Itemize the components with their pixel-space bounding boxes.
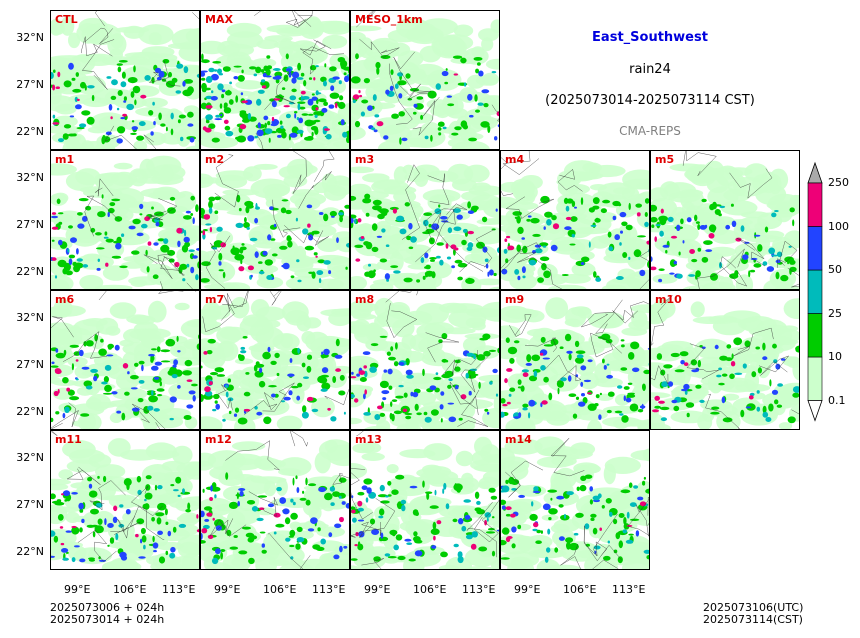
source-label: CMA-REPS	[619, 124, 681, 138]
panel-label: m3	[355, 153, 375, 166]
panel-m14: m14	[500, 430, 650, 570]
panel-m2: m2	[200, 150, 350, 290]
valid-cst: 2025073114(CST)	[703, 613, 803, 626]
panel-m3: m3	[350, 150, 500, 290]
lon-tick: 106°E	[413, 583, 447, 596]
panel-m8: m8	[350, 290, 500, 430]
colorbar-segment	[807, 313, 823, 358]
valid-utc: 2025073106(UTC)	[703, 601, 804, 614]
lat-tick: 32°N	[16, 311, 44, 324]
panel-m12: m12	[200, 430, 350, 570]
lat-tick: 22°N	[16, 265, 44, 278]
lon-tick: 113°E	[162, 583, 196, 596]
lon-tick: 106°E	[263, 583, 297, 596]
panel-label: m4	[505, 153, 525, 166]
colorbar-level: 0.1	[828, 393, 846, 407]
lon-tick: 99°E	[214, 583, 241, 596]
panel-m9: m9	[500, 290, 650, 430]
precip-map	[351, 11, 499, 149]
colorbar-segment	[807, 226, 823, 271]
precip-map	[201, 431, 349, 569]
panel-ctl: CTL	[50, 10, 200, 150]
colorbar-level: 250	[828, 176, 849, 189]
lon-tick: 99°E	[64, 583, 91, 596]
lat-tick: 22°N	[16, 545, 44, 558]
precip-map	[51, 11, 199, 149]
colorbar-level: 25	[828, 306, 842, 320]
panel-label: m11	[55, 433, 82, 446]
region-title: East_Southwest	[592, 30, 708, 45]
panel-max: MAX	[200, 10, 350, 150]
variable-title: rain24	[629, 62, 671, 77]
precip-map	[51, 431, 199, 569]
panel-m10: m10	[650, 290, 800, 430]
panel-label: MAX	[205, 13, 233, 26]
precip-map	[351, 431, 499, 569]
lon-tick: 113°E	[462, 583, 496, 596]
init-time: 2025073006 + 024h 2025073014 + 024h	[50, 602, 164, 626]
panel-label: m13	[355, 433, 382, 446]
lat-tick: 27°N	[16, 78, 44, 91]
panel-m11: m11	[50, 430, 200, 570]
panel-label: MESO_1km	[355, 13, 423, 26]
precip-map	[51, 155, 199, 289]
colorbar-over-arrow	[807, 161, 823, 184]
lat-tick: 32°N	[16, 451, 44, 464]
panel-m5: m5	[650, 150, 800, 290]
panel-label: m2	[205, 153, 225, 166]
panel-label: CTL	[55, 13, 78, 26]
colorbar-under-arrow	[807, 400, 823, 422]
panel-label: m5	[655, 153, 675, 166]
panel-m4: m4	[500, 150, 650, 290]
panel-label: m12	[205, 433, 232, 446]
colorbar-segment	[807, 356, 823, 401]
lat-tick: 27°N	[16, 218, 44, 231]
colorbar-level: 100	[828, 219, 849, 233]
panel-m1: m1	[50, 150, 200, 290]
lat-tick: 22°N	[16, 125, 44, 138]
colorbar-level: 10	[828, 350, 842, 363]
panel-m13: m13	[350, 430, 500, 570]
colorbar	[807, 161, 823, 422]
precip-map	[351, 163, 499, 289]
precip-map	[351, 291, 499, 429]
precip-map	[501, 297, 649, 429]
lat-tick: 27°N	[16, 498, 44, 511]
panel-m7: m7	[200, 290, 350, 430]
init-utc: 2025073006 + 024h	[50, 601, 165, 614]
init-cst: 2025073014 + 024h	[50, 613, 165, 626]
lon-tick: 113°E	[312, 583, 346, 596]
precip-map	[501, 436, 649, 569]
panel-label: m1	[55, 153, 75, 166]
precip-map	[51, 291, 199, 429]
colorbar-level: 50	[828, 263, 842, 276]
panel-m6: m6	[50, 290, 200, 430]
lat-tick: 27°N	[16, 358, 44, 371]
panel-label: m10	[655, 293, 682, 306]
precip-map	[651, 295, 799, 429]
lon-tick: 106°E	[563, 583, 597, 596]
lat-tick: 22°N	[16, 405, 44, 418]
precip-map	[651, 151, 799, 289]
panel-label: m9	[505, 293, 525, 306]
lon-tick: 113°E	[612, 583, 646, 596]
colorbar-segment	[807, 182, 823, 227]
panel-label: m6	[55, 293, 75, 306]
precip-map	[201, 151, 349, 289]
lat-tick: 32°N	[16, 31, 44, 44]
colorbar-segment	[807, 269, 823, 314]
valid-time: 2025073106(UTC) 2025073114(CST)	[703, 602, 803, 626]
lon-tick: 99°E	[514, 583, 541, 596]
panel-label: m8	[355, 293, 375, 306]
lat-tick: 32°N	[16, 171, 44, 184]
panel-label: m7	[205, 293, 225, 306]
precip-map	[201, 291, 349, 429]
period-title: (2025073014-2025073114 CST)	[545, 93, 755, 108]
precip-map	[501, 151, 649, 289]
panel-meso_1km: MESO_1km	[350, 10, 500, 150]
panel-label: m14	[505, 433, 532, 446]
lon-tick: 106°E	[113, 583, 147, 596]
lon-tick: 99°E	[364, 583, 391, 596]
precip-map	[201, 11, 349, 149]
